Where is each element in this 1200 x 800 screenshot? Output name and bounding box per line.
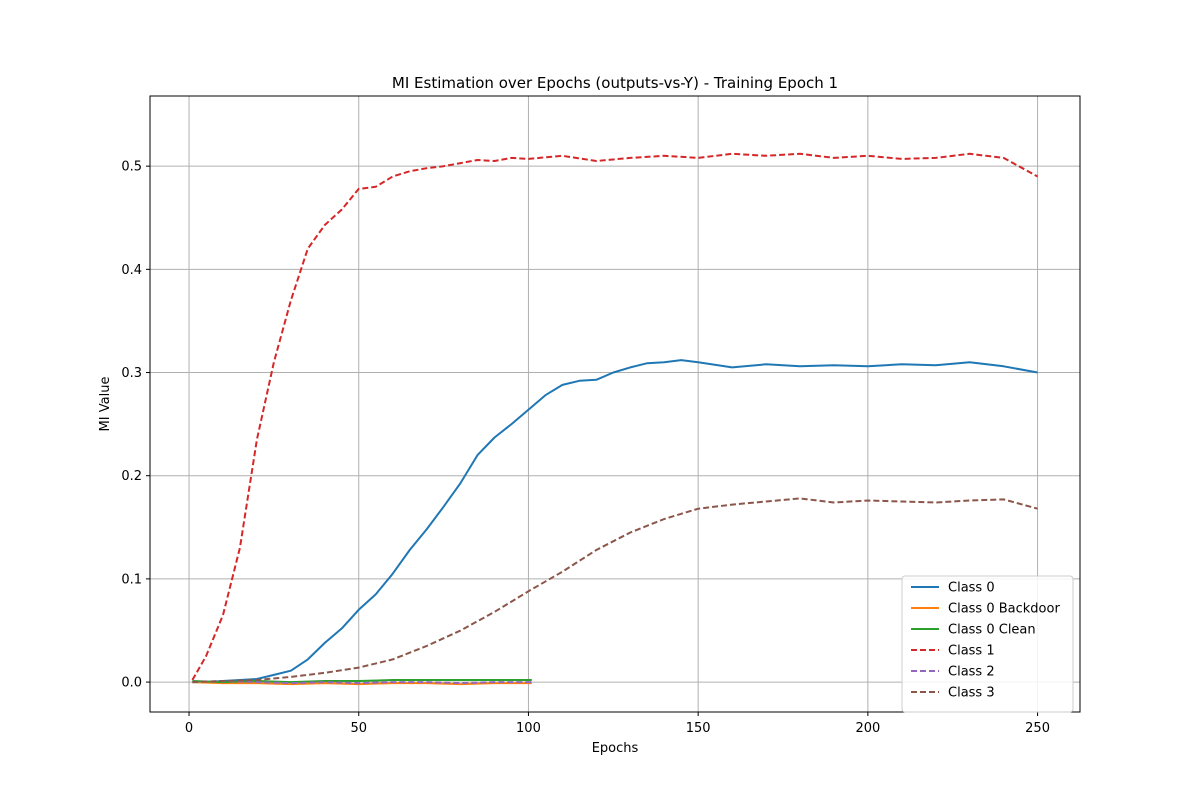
series-line-4 [192, 680, 532, 685]
x-tick-label: 0 [185, 721, 193, 736]
legend-label: Class 3 [948, 686, 995, 701]
legend-box [901, 575, 1074, 713]
chart-title: MI Estimation over Epochs (outputs-vs-Y)… [392, 74, 838, 92]
series-layer [191, 152, 1039, 686]
legend-label: Class 1 [948, 644, 995, 659]
y-tick-label: 0.3 [121, 366, 142, 381]
legend: Class 0 Class 0 Backdoor Class 0 Clean Clas… [901, 575, 1074, 713]
series-line-3 [191, 152, 1039, 681]
legend-label: Class 2 [948, 665, 995, 680]
y-tick-label: 0.5 [121, 160, 142, 175]
x-tick-label: 50 [350, 721, 367, 736]
legend-label: Class 0 [948, 581, 995, 596]
series-line-5 [192, 497, 1038, 684]
y-tick-label: 0.0 [121, 676, 142, 691]
x-tick-label: 200 [855, 721, 880, 736]
y-tick-label: 0.4 [121, 263, 142, 278]
legend-label: Class 0 Backdoor [948, 602, 1060, 617]
series-line-0 [192, 359, 1038, 684]
y-tick-label: 0.2 [121, 469, 142, 484]
y-tick-label: 0.1 [121, 572, 142, 587]
x-tick-label: 250 [1025, 721, 1050, 736]
y-axis-label: MI Value [98, 377, 113, 432]
x-axis-label: Epochs [592, 741, 639, 756]
x-tick-label: 150 [686, 721, 711, 736]
legend-label: Class 0 Clean [948, 623, 1036, 638]
plot-frame [149, 95, 1081, 713]
axis-ticks: 0 50 100 150 200 250 0.0 0.1 0.2 0.3 0.4 0.5 [121, 160, 1050, 736]
x-tick-label: 100 [516, 721, 541, 736]
series-line-2 [192, 679, 532, 684]
